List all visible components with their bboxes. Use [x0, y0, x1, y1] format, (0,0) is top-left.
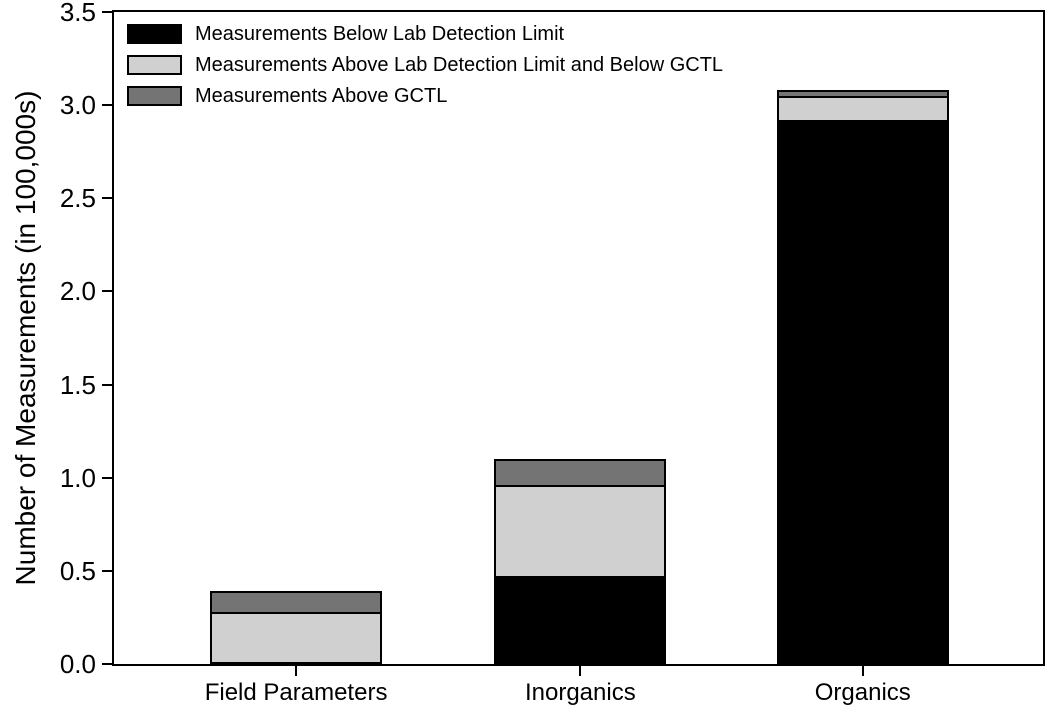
bar-segment-series-1 [494, 485, 667, 579]
y-tick-mark [102, 476, 112, 479]
x-tick-mark [295, 666, 298, 676]
plot-area: 0.0 0.5 1.0 1.5 2.0 2.5 3.0 3.5 Field Parameter… [60, 0, 1045, 706]
y-tick-mark [102, 383, 112, 386]
legend-item-0: Measurements Below Lab Detection Limit [127, 24, 723, 44]
legend-swatch [127, 86, 182, 106]
x-tick-label: Inorganics [524, 679, 636, 706]
bar-segment-series-2 [494, 459, 667, 488]
bar-segment-series-0 [776, 120, 949, 664]
x-tick-mark [861, 666, 864, 676]
y-tick-label: 0.5 [59, 555, 96, 586]
bar-segment-series-2 [210, 591, 382, 614]
bar-field-parameters [210, 12, 382, 664]
y-tick-mark [102, 104, 112, 107]
y-tick-label: 0.0 [59, 649, 96, 679]
y-tick-mark [102, 197, 112, 200]
bar-segment-series-2 [776, 90, 949, 98]
y-tick-mark [102, 663, 112, 665]
bar-segment-series-0 [494, 576, 667, 664]
legend-label: Measurements Above GCTL [195, 85, 448, 107]
y-tick-label: 3.0 [59, 90, 96, 121]
y-tick-label: 2.5 [59, 183, 96, 214]
x-tick-mark [579, 666, 582, 676]
legend-item-1: Measurements Above Lab Detection Limit a… [127, 55, 723, 75]
y-tick-mark [102, 569, 112, 572]
y-tick-label: 2.0 [59, 276, 96, 307]
legend-swatch [127, 24, 182, 44]
legend-swatch [127, 55, 182, 75]
y-tick-label: 1.5 [59, 369, 96, 400]
legend-label: Measurements Below Lab Detection Limit [195, 23, 565, 45]
y-tick-label: 3.5 [59, 0, 96, 27]
bar-inorganics [494, 12, 667, 664]
bar-segment-series-1 [776, 95, 949, 123]
y-tick-mark [102, 11, 112, 13]
legend: Measurements Below Lab Detection Limit Me… [127, 24, 723, 117]
x-tick-label: Field Parameters [204, 679, 388, 706]
x-tick-label: Organics [814, 679, 911, 706]
y-tick-label: 1.0 [59, 462, 96, 493]
bar-segment-series-1 [210, 611, 382, 664]
y-tick-mark [102, 290, 112, 293]
legend-item-2: Measurements Above GCTL [127, 86, 723, 106]
y-axis-title: Number of Measurements (in 100,000s) [10, 90, 41, 586]
legend-label: Measurements Above Lab Detection Limit a… [195, 54, 724, 76]
bar-organics [776, 12, 949, 664]
